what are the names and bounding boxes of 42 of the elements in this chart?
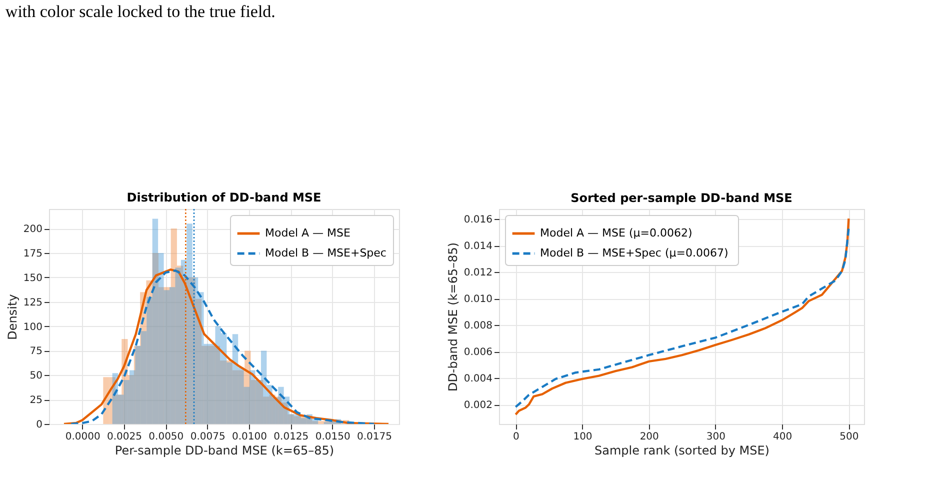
x-tick-label: 0: [512, 432, 520, 442]
text: with color scale locked to the true field.: [5, 2, 276, 21]
x-tick-label: 0.0050: [148, 432, 184, 442]
y-tick-label: 0.006: [464, 347, 492, 358]
y-tick-label: 175: [23, 248, 42, 260]
legend-label: Model A — MSE: [265, 226, 351, 240]
x-tick-label: 500: [840, 432, 859, 442]
x-tick-label: 0.0125: [274, 432, 309, 442]
y-tick-label: 0.016: [464, 214, 492, 226]
y-tick-label: 100: [23, 322, 42, 333]
y-axis-title: Density: [5, 294, 20, 340]
x-tick-label: 400: [773, 432, 792, 442]
y-tick-label: 150: [23, 272, 42, 284]
x-tick-label: 0.0150: [315, 432, 350, 442]
y-tick-label: 75: [30, 346, 42, 358]
legend-label: Model B — MSE+Spec (μ=0.0067): [540, 246, 728, 260]
y-tick-label: 0.014: [464, 241, 492, 252]
chart-title: Sorted per-sample DD-band MSE: [570, 191, 792, 205]
y-tick-label: 200: [23, 224, 42, 236]
y-tick-label: 25: [30, 395, 42, 406]
x-tick-label: 0.0025: [107, 432, 142, 442]
legend-label: Model B — MSE+Spec: [265, 246, 386, 260]
x-tick-label: 0.0175: [357, 432, 392, 442]
x-tick-label: 200: [640, 432, 659, 442]
y-tick-label: 0: [36, 420, 42, 430]
x-axis-title: Per-sample DD-band MSE (k=65–85): [114, 444, 334, 458]
y-tick-label: 0.010: [464, 294, 492, 306]
x-tick-label: 300: [706, 432, 726, 442]
chart-title: Distribution of DD-band MSE: [126, 190, 322, 204]
x-tick-label: 0.0100: [232, 432, 267, 442]
x-tick-label: 0.0075: [190, 432, 226, 442]
x-tick-label: 0.0000: [65, 432, 100, 442]
y-axis-title: DD-band MSE (k=65–85): [446, 242, 460, 392]
y-tick-label: 0.012: [464, 268, 492, 279]
y-tick-label: 125: [23, 297, 42, 308]
y-tick-label: 0.004: [464, 374, 492, 385]
y-tick-label: 50: [30, 370, 42, 382]
y-tick-label: 0.008: [464, 320, 492, 332]
x-axis-title: Sample rank (sorted by MSE): [594, 444, 770, 458]
y-tick-label: 0.002: [464, 400, 492, 412]
x-tick-label: 100: [573, 432, 592, 442]
legend-label: Model A — MSE (μ=0.0062): [540, 226, 692, 240]
